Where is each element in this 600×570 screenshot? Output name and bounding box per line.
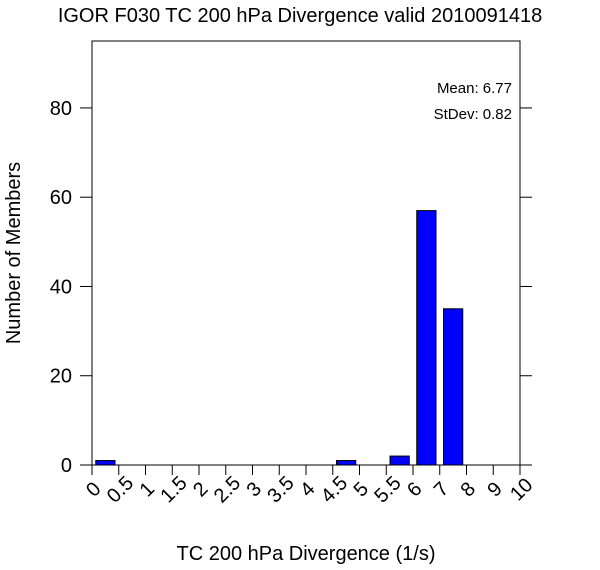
- x-axis: 00.511.522.533.544.555.56 7 8 9 10: [82, 465, 537, 507]
- x-tick-label: 8: [457, 478, 480, 501]
- x-axis-title: TC 200 hPa Divergence (1/s): [176, 543, 435, 565]
- x-tick-label: 1: [136, 478, 159, 501]
- bar-series: [95, 210, 464, 466]
- x-tick-label: 3: [243, 478, 266, 501]
- chart-title: IGOR F030 TC 200 hPa Divergence valid 20…: [58, 5, 542, 27]
- x-tick-label: 6: [403, 478, 426, 501]
- x-tick-label: 5.5: [370, 472, 405, 507]
- mean-annotation: Mean: 6.77: [437, 80, 512, 97]
- y-tick-label: 20: [50, 366, 72, 388]
- y-tick-label: 80: [50, 98, 72, 120]
- histogram-bar: [389, 455, 410, 466]
- y-tick-label: 0: [61, 455, 72, 477]
- x-tick-label: 4.5: [317, 472, 352, 507]
- x-tick-label: 4: [296, 478, 319, 501]
- stdev-annotation: StDev: 0.82: [434, 106, 512, 123]
- x-tick-label: 7: [430, 478, 453, 501]
- histogram-bar: [95, 460, 116, 466]
- x-tick-label: 5: [350, 478, 373, 501]
- x-tick-label: 0: [82, 478, 105, 501]
- histogram-bar: [416, 210, 437, 466]
- histogram-bar: [442, 308, 464, 466]
- y-axis-title: Number of Members: [3, 162, 25, 344]
- x-tick-label: 9: [483, 478, 506, 501]
- x-tick-label: 3.5: [263, 472, 298, 507]
- x-tick-label: 2.5: [210, 472, 245, 507]
- x-tick-label: 1.5: [156, 472, 191, 507]
- histogram-bar: [335, 460, 357, 466]
- y-tick-label: 60: [50, 187, 72, 209]
- x-tick-label: 10: [506, 474, 537, 505]
- y-axis: 0 20 40 60 80: [50, 98, 532, 477]
- x-tick-label: 0.5: [103, 472, 138, 507]
- y-tick-label: 40: [50, 276, 72, 298]
- x-tick-label: 2: [189, 478, 212, 501]
